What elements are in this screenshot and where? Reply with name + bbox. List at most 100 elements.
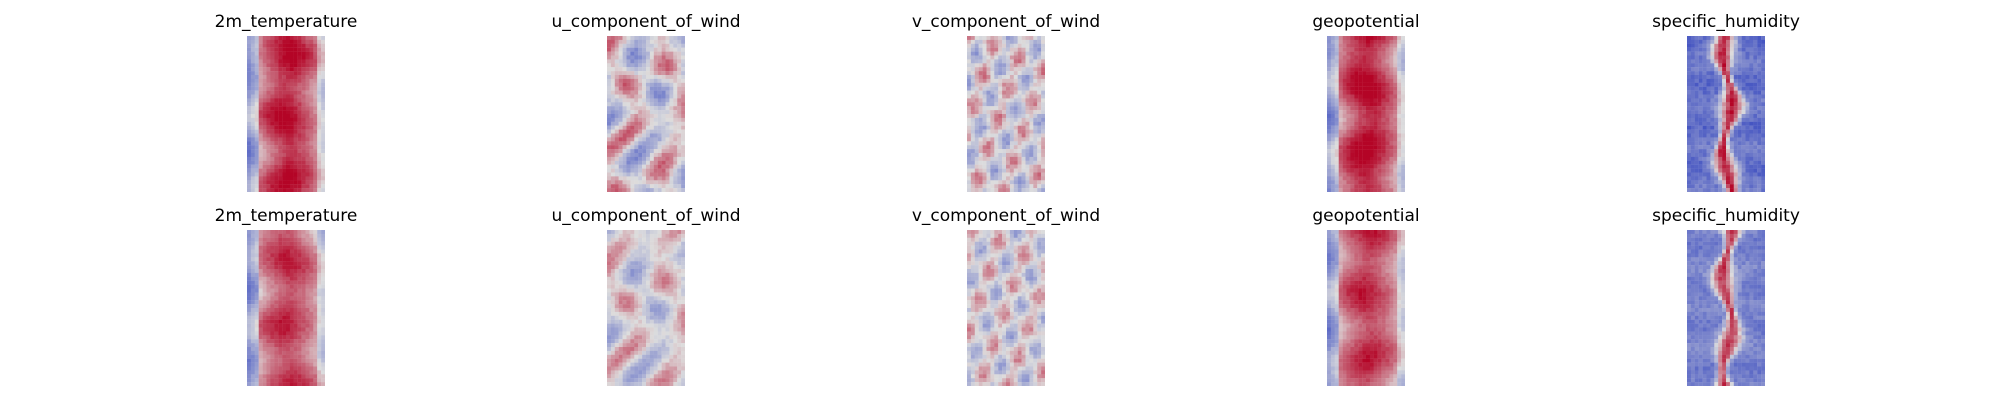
heatmap-cell <box>630 233 635 238</box>
heatmap-cell <box>1029 117 1034 122</box>
heatmap-cell <box>1702 67 1707 72</box>
heatmap-cell <box>665 117 670 122</box>
heatmap-cell <box>978 141 983 146</box>
heatmap-cell <box>317 90 322 95</box>
heatmap-cell <box>607 43 612 48</box>
heatmap-cell <box>317 370 322 375</box>
heatmap-cell <box>1718 114 1723 119</box>
heatmap-cell <box>1698 75 1703 80</box>
heatmap-cell <box>669 172 674 177</box>
heatmap-cell <box>622 257 627 262</box>
heatmap-cell <box>293 249 298 254</box>
heatmap-cell <box>986 102 991 107</box>
heatmap-cell <box>1722 160 1727 165</box>
heatmap-cell <box>282 102 287 107</box>
heatmap-cell <box>313 36 318 41</box>
heatmap-cell <box>1021 141 1026 146</box>
heatmap-cell <box>1342 75 1347 80</box>
heatmap-cell <box>274 335 279 340</box>
heatmap-cell <box>1021 106 1026 111</box>
heatmap-cell <box>634 82 639 87</box>
heatmap-cell <box>262 63 267 68</box>
heatmap-cell <box>250 86 255 91</box>
heatmap-cell <box>258 374 263 379</box>
heatmap-cell <box>313 296 318 301</box>
heatmap-cell <box>1761 125 1765 130</box>
heatmap-cell <box>1737 141 1742 146</box>
heatmap-cell <box>990 168 995 173</box>
heatmap-cell <box>274 311 279 316</box>
heatmap-cell <box>978 164 983 169</box>
heatmap-cell <box>622 237 627 242</box>
heatmap-cell <box>1753 180 1758 185</box>
heatmap-cell <box>317 304 322 309</box>
heatmap-cell <box>321 253 325 258</box>
heatmap-cell <box>1381 90 1386 95</box>
heatmap-cell <box>1338 149 1343 154</box>
heatmap-cell <box>297 237 302 242</box>
heatmap-cell <box>1033 184 1038 189</box>
heatmap-cell <box>1029 149 1034 154</box>
heatmap-cell <box>250 121 255 126</box>
heatmap-cell <box>1694 75 1699 80</box>
heatmap-cell <box>293 39 298 44</box>
heatmap-cell <box>646 156 651 161</box>
heatmap-cell <box>681 137 685 142</box>
heatmap-cell <box>1726 141 1731 146</box>
heatmap-cell <box>278 362 283 367</box>
heatmap-cell <box>313 180 318 185</box>
heatmap-cell <box>1354 67 1359 72</box>
heatmap-cell <box>1334 114 1339 119</box>
heatmap-cell <box>657 94 662 99</box>
heatmap-cell <box>270 288 275 293</box>
heatmap-cell <box>270 141 275 146</box>
heatmap-cell <box>967 55 972 60</box>
heatmap-cell <box>321 75 325 80</box>
heatmap-cell <box>1749 164 1754 169</box>
heatmap-cell <box>258 102 263 107</box>
heatmap-cell <box>626 106 631 111</box>
heatmap-cell <box>1033 71 1038 76</box>
heatmap-cell <box>1338 117 1343 122</box>
heatmap-cell <box>301 319 306 324</box>
heatmap-cell <box>301 265 306 270</box>
heatmap-cell <box>305 98 310 103</box>
heatmap-cell <box>1389 114 1394 119</box>
heatmap-cell <box>610 82 615 87</box>
heatmap-cell <box>274 296 279 301</box>
heatmap-cell <box>610 176 615 181</box>
heatmap-cell <box>607 63 612 68</box>
heatmap-cell <box>1041 129 1045 134</box>
heatmap-cell <box>258 335 263 340</box>
heatmap-cell <box>278 94 283 99</box>
heatmap-cell <box>254 129 259 134</box>
heatmap-cell <box>1749 94 1754 99</box>
heatmap-cell <box>1393 180 1398 185</box>
heatmap-cell <box>258 71 263 76</box>
heatmap-cell <box>986 145 991 150</box>
heatmap-cell <box>1041 117 1045 122</box>
heatmap-cell <box>266 288 271 293</box>
heatmap-cell <box>1722 36 1727 41</box>
heatmap-cell <box>1687 75 1692 80</box>
heatmap-cell <box>289 71 294 76</box>
heatmap-cell <box>638 63 643 68</box>
heatmap-cell <box>1694 184 1699 189</box>
heatmap-cell <box>321 141 325 146</box>
heatmap-cell <box>305 164 310 169</box>
heatmap-cell <box>1718 188 1723 192</box>
heatmap-cell <box>970 125 975 130</box>
heatmap-cell <box>1741 129 1746 134</box>
heatmap-cell <box>317 164 322 169</box>
heatmap-cell <box>630 90 635 95</box>
heatmap-cell <box>282 51 287 56</box>
heatmap-cell <box>1694 156 1699 161</box>
heatmap-cell <box>1749 129 1754 134</box>
heatmap-cell <box>1041 78 1045 83</box>
heatmap-cell <box>982 78 987 83</box>
heatmap-cell <box>1729 110 1734 115</box>
heatmap-cell <box>1729 114 1734 119</box>
heatmap-cell <box>1729 184 1734 189</box>
heatmap-cell <box>254 67 259 72</box>
heatmap-cell <box>1401 153 1405 158</box>
